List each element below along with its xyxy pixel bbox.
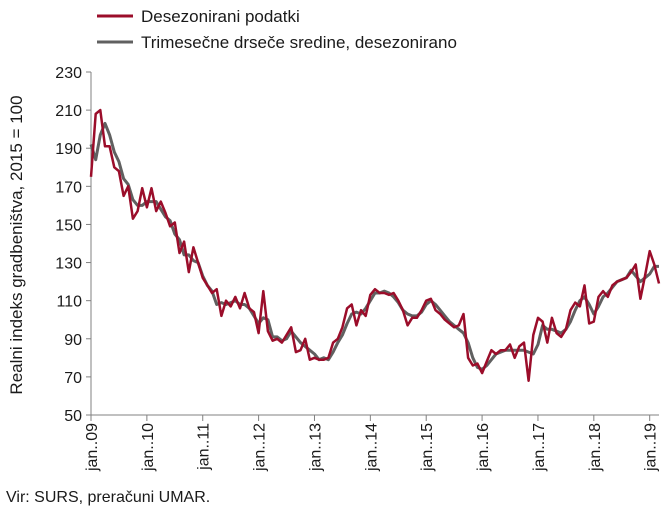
y-tick-label: 90 bbox=[64, 332, 82, 349]
x-tick-label: jan..17 bbox=[531, 423, 548, 472]
y-tick-label: 190 bbox=[55, 141, 82, 158]
x-tick-label: jan..18 bbox=[587, 423, 604, 472]
x-tick-label: jan..11 bbox=[196, 423, 213, 471]
x-tick-label: jan..19 bbox=[643, 423, 660, 472]
y-tick-label: 170 bbox=[55, 179, 82, 196]
source-note: Vir: SURS, preračuni UMAR. bbox=[6, 489, 211, 506]
y-tick-label: 70 bbox=[64, 370, 82, 387]
series-line bbox=[89, 108, 661, 382]
y-tick-label: 50 bbox=[64, 408, 82, 425]
legend: Desezonirani podatki Trimesečne drseče sr… bbox=[97, 7, 457, 52]
plot-area bbox=[89, 108, 661, 382]
x-axis: jan..09 jan..10 jan..11 jan..12 jan..13 jan..… bbox=[84, 414, 660, 472]
legend-label: Desezonirani podatki bbox=[141, 7, 300, 26]
x-tick-label: jan..13 bbox=[307, 423, 324, 472]
legend-label: Trimesečne drseče sredine, desezonirano bbox=[141, 33, 457, 52]
y-tick-label: 130 bbox=[55, 256, 82, 273]
y-tick-label: 210 bbox=[55, 103, 82, 120]
y-tick-label: 110 bbox=[56, 294, 82, 311]
x-tick-label: jan..15 bbox=[419, 423, 436, 472]
x-tick-label: jan..14 bbox=[363, 423, 380, 472]
y-axis-title: Realni indeks gradbeništva, 2015 = 100 bbox=[7, 95, 26, 394]
y-tick-label: 230 bbox=[55, 65, 82, 82]
series-line bbox=[89, 121, 659, 371]
x-tick-label: jan..12 bbox=[252, 423, 269, 472]
x-tick-label: jan..09 bbox=[84, 423, 101, 472]
y-tick-label: 150 bbox=[55, 217, 82, 234]
x-tick-label: jan..10 bbox=[140, 423, 157, 472]
y-axis: 50 70 90 110 130 150 170 190 210 230 bbox=[55, 65, 92, 425]
x-tick-label: jan..16 bbox=[475, 423, 492, 472]
